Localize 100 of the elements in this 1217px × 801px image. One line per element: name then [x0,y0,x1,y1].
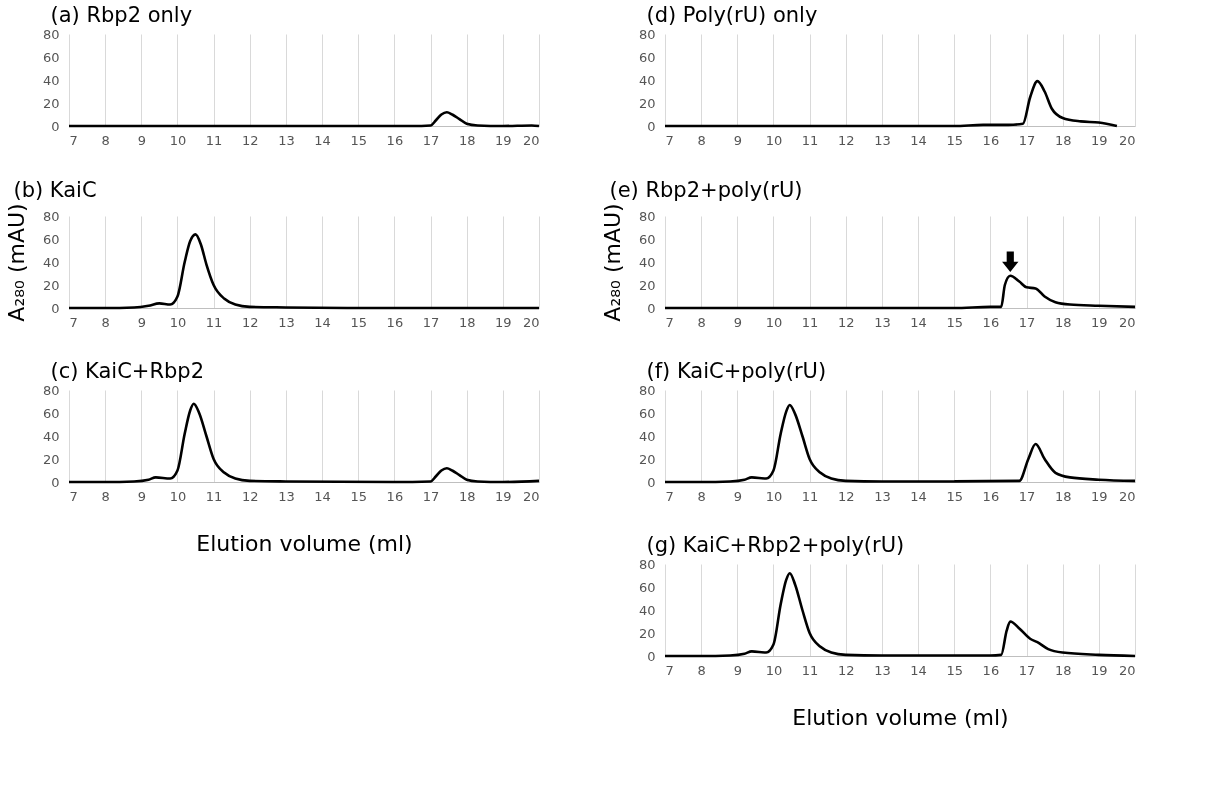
y-tick-label: 80 [638,556,656,572]
x-tick-label: 7 [69,314,78,330]
y-tick-label: 80 [42,26,60,42]
x-tick-label: 7 [69,132,78,148]
x-tick-label: 20 [522,132,540,148]
x-tick-label: 19 [495,132,512,148]
x-tick-label: 9 [137,132,146,148]
x-tick-label: 18 [1054,488,1072,504]
x-tick-label: 8 [697,314,706,330]
x-tick-label: 16 [982,488,1000,504]
x-tick-label: 8 [697,132,706,148]
x-tick-label: 15 [350,132,367,148]
x-tick-label: 17 [422,132,440,148]
line-series [663,274,1137,310]
y-tick-label: 80 [638,26,656,42]
y-tick-label: 20 [638,95,656,111]
x-tick-label: 20 [1118,488,1136,504]
x-tick-label: 10 [765,662,783,678]
y-tick-label: 0 [647,118,656,134]
x-tick-label: 18 [458,314,476,330]
x-tick-label: 17 [422,488,440,504]
line-series [67,233,541,310]
x-tick-label: 15 [946,132,963,148]
x-tick-label: 12 [242,314,259,330]
y-tick-label: 40 [638,428,656,444]
x-tick-label: 16 [982,132,1000,148]
x-tick-label: 11 [205,488,223,504]
y-tick-label: 20 [42,95,60,111]
chart-title: (a) Rbp2 only [50,3,193,27]
x-tick-label: 12 [838,488,855,504]
x-tick-label: 14 [910,488,927,504]
x-axis-title: Elution volume (ml) [196,530,413,556]
x-tick-label: 19 [1091,132,1108,148]
y-tick-label: 80 [638,382,656,398]
x-tick-label: 16 [982,314,1000,330]
x-tick-label: 12 [242,132,259,148]
y-tick-label: 20 [42,277,60,293]
line-series [663,79,1119,128]
line-series [663,571,1137,658]
y-tick-label: 20 [42,451,60,467]
y-tick-label: 0 [647,300,656,316]
x-tick-label: 9 [733,662,742,678]
x-tick-label: 11 [801,132,819,148]
line-series [67,110,541,128]
line-series [67,402,541,484]
y-tick-label: 0 [51,300,60,316]
x-tick-label: 15 [350,314,367,330]
x-tick-label: 9 [137,314,146,330]
y-tick-label: 40 [42,72,60,88]
x-tick-label: 20 [1118,662,1136,678]
x-tick-label: 20 [522,314,540,330]
x-tick-label: 12 [838,132,855,148]
y-tick-label: 60 [638,579,656,595]
chart-title: (e) Rbp2+poly(rU) [609,177,803,202]
x-tick-label: 12 [838,662,855,678]
x-tick-label: 10 [169,488,187,504]
y-tick-label: 40 [42,428,60,444]
x-tick-label: 7 [665,314,674,330]
x-tick-label: 13 [278,314,295,330]
x-tick-label: 17 [422,314,440,330]
x-tick-label: 7 [665,488,674,504]
x-tick-label: 11 [801,488,819,504]
x-tick-label: 20 [1118,132,1136,148]
x-tick-label: 8 [101,132,110,148]
x-tick-label: 15 [946,314,963,330]
y-tick-label: 0 [51,474,60,490]
x-tick-label: 7 [665,132,674,148]
chart-title: (g) KaiC+Rbp2+poly(rU) [646,533,905,557]
x-tick-label: 13 [278,132,295,148]
chart-title: (b) KaiC [13,177,97,202]
x-tick-label: 19 [1091,314,1108,330]
x-tick-label: 10 [169,132,187,148]
line-series [663,403,1137,484]
y-axis-title: A₂₈₀ (mAU) [599,203,625,322]
x-tick-label: 19 [1091,488,1108,504]
x-tick-label: 14 [910,132,927,148]
y-tick-label: 60 [42,49,60,65]
x-axis-title: Elution volume (ml) [792,704,1009,730]
x-tick-label: 14 [910,662,927,678]
y-tick-label: 0 [51,118,60,134]
y-tick-label: 60 [42,231,60,247]
x-tick-label: 16 [386,488,404,504]
x-tick-label: 18 [458,488,476,504]
x-tick-label: 14 [910,314,927,330]
x-tick-label: 17 [1018,314,1036,330]
y-tick-label: 60 [638,231,656,247]
x-tick-label: 12 [838,314,855,330]
x-tick-label: 11 [205,132,223,148]
x-tick-label: 15 [946,488,963,504]
x-tick-label: 10 [765,488,783,504]
x-tick-label: 17 [1018,488,1036,504]
x-tick-label: 19 [495,488,512,504]
x-tick-label: 11 [205,314,223,330]
x-tick-label: 13 [874,132,891,148]
x-tick-label: 13 [874,314,891,330]
y-axis-title: A₂₈₀ (mAU) [3,203,29,322]
x-tick-label: 16 [982,662,1000,678]
x-tick-label: 9 [137,488,146,504]
chart-title: (f) KaiC+poly(rU) [646,359,827,383]
y-tick-label: 60 [638,49,656,65]
